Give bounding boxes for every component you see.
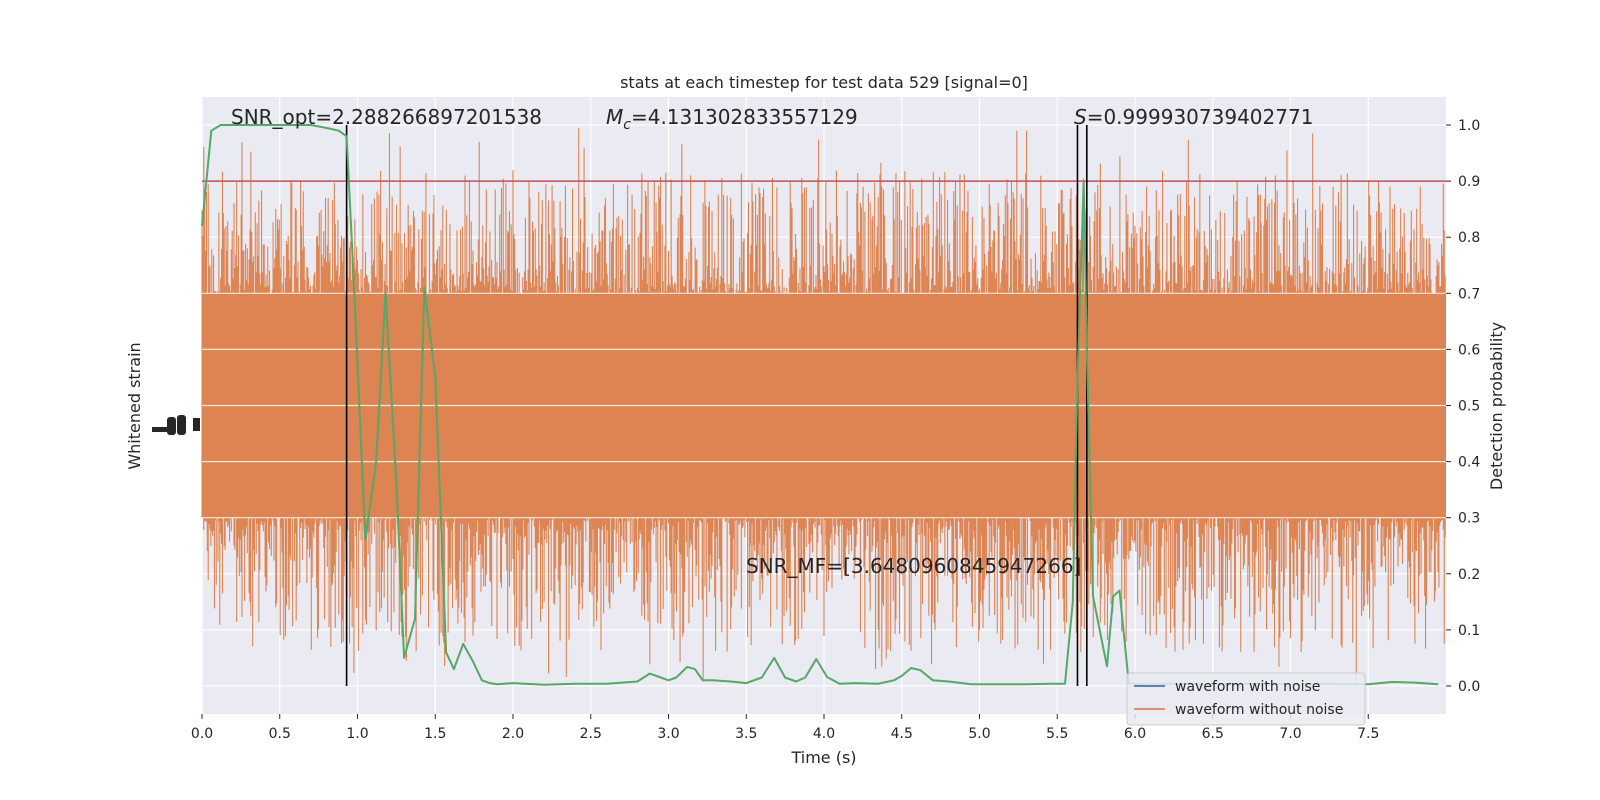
mc-value: =4.131302833557129 [631,105,858,129]
x-tick-label: 6.5 [1202,726,1224,742]
y-tick-label: 0.9 [1458,174,1480,190]
legend-box [1126,672,1366,726]
x-tick-label: 3.5 [735,726,757,742]
x-tick-label: 4.5 [891,726,913,742]
x-tick-label: 3.0 [657,726,679,742]
y-tick-label: 0.5 [1458,399,1480,415]
y-tick-label: 0.0 [1458,679,1480,695]
x-tick-label: 5.5 [1046,726,1068,742]
x-tick-label: 5.0 [968,726,990,742]
legend-label-without-noise: waveform without noise [1175,702,1343,718]
legend: waveform with noise waveform without noi… [1126,672,1366,726]
y-tick-label: 1.0 [1458,118,1480,134]
mc-subscript: c [623,117,631,133]
x-tick-label: 0.0 [191,726,213,742]
y-right-axis-ticks: 0.0 0.1 0.2 0.3 0.4 0.5 0.6 0.7 0.8 0.9 1.0 [1446,118,1480,695]
chart-title: stats at each timestep for test data 529… [620,73,1028,92]
x-tick-label: 2.0 [502,726,524,742]
s-annotation: S=0.999930739402771 [1074,105,1313,129]
y-tick-label: 0.3 [1458,511,1480,527]
legend-label-with-noise: waveform with noise [1175,679,1320,695]
x-axis-ticks: 0.0 0.5 1.0 1.5 2.0 2.5 3.0 3.5 4.0 4.5 5.0 5.5 6.0 6… [191,714,1379,742]
y-tick-label: 0.6 [1458,342,1480,358]
snr-mf-annotation: SNR_MF=[3.6480960845947266] [746,554,1081,578]
s-value: =0.999930739402771 [1087,105,1314,129]
x-tick-label: 4.0 [813,726,835,742]
detection-probability-line [201,124,1439,686]
x-tick-label: 6.0 [1124,726,1146,742]
y-tick-label: 0.8 [1458,230,1480,246]
x-tick-label: 2.5 [580,726,602,742]
chirp-mass-annotation: Mc=4.131302833557129 [606,105,858,133]
x-tick-label: 7.0 [1279,726,1301,742]
left-axis-overlapping-labels [152,415,200,435]
y-tick-label: 0.2 [1458,567,1480,583]
x-tick-label: 1.5 [424,726,446,742]
x-tick-label: 7.5 [1357,726,1379,742]
y-tick-label: 0.4 [1458,455,1480,471]
y-tick-label: 0.7 [1458,286,1480,302]
x-tick-label: 1.0 [346,726,368,742]
series-detection-probability [201,124,1439,686]
series-waveform-without-noise [201,128,1446,683]
y-left-axis-label: Whitened strain [125,342,144,469]
snr-opt-annotation: SNR_opt=2.288266897201538 [231,105,542,129]
y-right-axis-label: Detection probability [1487,322,1506,490]
s-symbol: S [1074,105,1087,129]
x-axis-label: Time (s) [790,748,856,767]
y-tick-label: 0.1 [1458,623,1480,639]
mc-symbol: M [606,105,623,129]
x-tick-label: 0.5 [269,726,291,742]
